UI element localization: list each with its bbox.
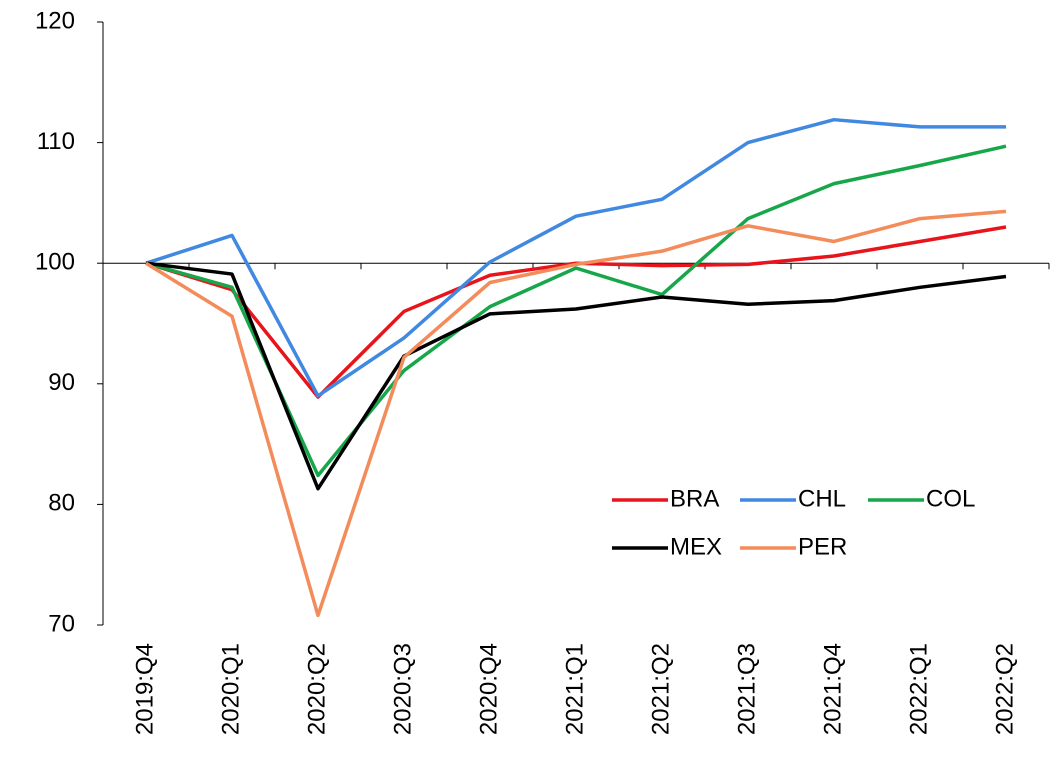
x-tick-label: 2021:Q3 <box>733 643 760 735</box>
legend-label: PER <box>798 533 847 560</box>
x-tick-label: 2021:Q2 <box>647 643 674 735</box>
x-tick-label: 2022:Q2 <box>991 643 1018 735</box>
y-tick-label: 90 <box>48 369 75 396</box>
y-tick-label: 110 <box>37 128 75 155</box>
series-line <box>145 117 1006 398</box>
y-tick-label: 100 <box>35 249 75 276</box>
legend-label: CHL <box>798 485 846 512</box>
series-line <box>145 209 1007 618</box>
series-line <box>145 144 1007 478</box>
legend-label: BRA <box>670 485 719 512</box>
x-tick-label: 2020:Q1 <box>217 643 244 735</box>
y-tick-label: 120 <box>35 7 75 34</box>
x-tick-label: 2020:Q4 <box>475 643 502 735</box>
legend-label: MEX <box>670 533 722 560</box>
x-tick-label: 2022:Q1 <box>905 643 932 735</box>
x-tick-label: 2021:Q1 <box>561 643 588 735</box>
legend-label: COL <box>926 485 975 512</box>
y-tick-label: 70 <box>48 610 75 637</box>
y-tick-label: 80 <box>48 490 75 517</box>
x-tick-label: 2020:Q3 <box>389 643 416 735</box>
series-line <box>145 261 1007 491</box>
x-tick-label: 2019:Q4 <box>131 643 158 735</box>
x-tick-label: 2021:Q4 <box>819 643 846 735</box>
x-tick-label: 2020:Q2 <box>303 643 330 735</box>
